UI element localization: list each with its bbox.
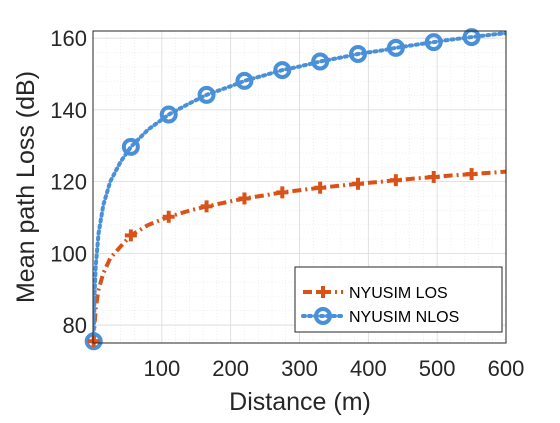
legend-marker	[314, 307, 332, 325]
data-point-nlos	[84, 332, 103, 351]
plot-frame	[92, 30, 507, 344]
y-axis-title: Mean path Loss (dB)	[12, 71, 40, 303]
y-tick-label: 120	[50, 170, 87, 195]
legend: NYUSIM LOS NYUSIM NLOS	[294, 266, 503, 333]
x-axis-title: Distance (m)	[229, 388, 371, 416]
marker-layer	[84, 28, 481, 351]
legend-label-los: NYUSIM LOS	[349, 285, 448, 302]
data-point-los	[162, 210, 175, 223]
data-point-nlos	[273, 61, 292, 80]
data-point-nlos	[235, 71, 254, 90]
legend-marker	[317, 286, 329, 298]
legend-sample-nlos	[301, 307, 345, 325]
legend-sample-los	[303, 286, 343, 298]
x-tick-label: 200	[212, 356, 249, 381]
y-tick-label: 140	[50, 98, 87, 123]
y-tick-label: 80	[63, 313, 87, 338]
minor-grid	[93, 31, 506, 343]
data-point-nlos	[311, 52, 330, 71]
data-point-los	[124, 229, 137, 242]
data-point-los	[465, 168, 478, 181]
y-tick-label: 160	[50, 26, 87, 51]
x-tick-label: 600	[488, 356, 525, 381]
y-tick-label: 100	[50, 241, 87, 266]
data-point-los	[427, 170, 440, 183]
data-point-nlos	[121, 137, 140, 156]
y-tick-labels: 80 100 120 140 160	[50, 26, 87, 338]
data-point-nlos	[349, 44, 368, 63]
x-tick-label: 500	[419, 356, 456, 381]
data-point-los	[238, 192, 251, 205]
data-point-los	[87, 335, 100, 348]
data-point-los	[389, 174, 402, 187]
data-point-los	[314, 181, 327, 194]
data-point-los	[200, 200, 213, 213]
legend-label-nlos: NYUSIM NLOS	[349, 309, 459, 326]
x-tick-label: 100	[143, 356, 180, 381]
data-point-nlos	[386, 38, 405, 57]
data-point-los	[352, 177, 365, 190]
data-point-nlos	[159, 105, 178, 124]
data-point-nlos	[462, 28, 481, 47]
data-point-nlos	[424, 33, 443, 52]
data-point-los	[276, 186, 289, 199]
x-tick-labels: 100 200 300 400 500 600	[143, 356, 524, 381]
x-tick-label: 300	[281, 356, 318, 381]
series-line-0	[93, 169, 506, 342]
data-point-nlos	[197, 85, 216, 104]
x-tick-label: 400	[350, 356, 387, 381]
